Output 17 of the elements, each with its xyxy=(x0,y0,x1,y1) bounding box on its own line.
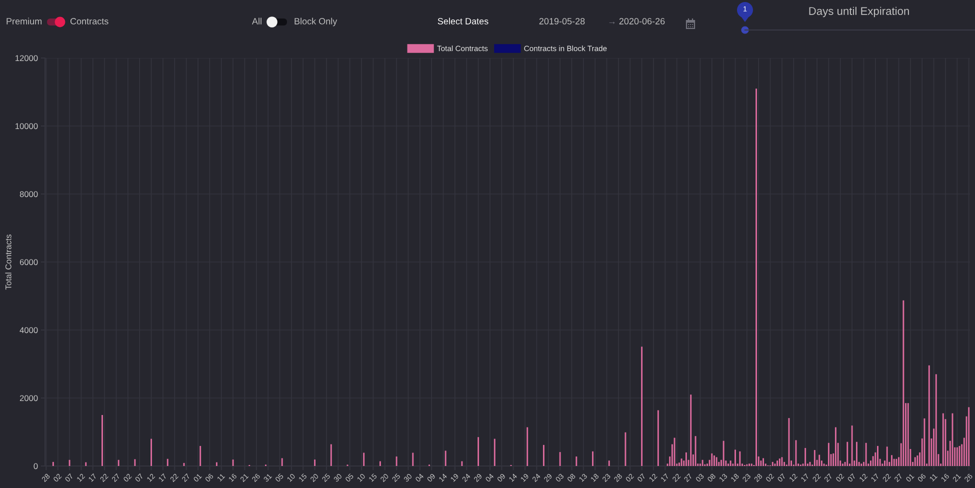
text: → xyxy=(609,22,615,24)
y-axis-title: Total Contracts xyxy=(5,234,12,290)
y-tick-label: 0 xyxy=(34,463,38,470)
text: Premium xyxy=(6,18,42,24)
text: Select Dates xyxy=(438,18,488,24)
y-tick-label: 10000 xyxy=(16,123,38,130)
y-tick-label: 4000 xyxy=(20,327,38,334)
y-tick-label: 6000 xyxy=(20,259,38,266)
text: Block Only xyxy=(294,18,338,26)
text: Days until Expiration xyxy=(809,6,909,18)
text: Contracts xyxy=(70,18,108,24)
text: All xyxy=(252,18,262,24)
text: 2019-05-28 xyxy=(539,18,585,24)
y-tick-label: 2000 xyxy=(20,395,38,402)
y-tick-label: 12000 xyxy=(16,55,38,62)
text: 2020-06-26 xyxy=(619,18,665,24)
y-tick-label: 8000 xyxy=(20,191,38,198)
